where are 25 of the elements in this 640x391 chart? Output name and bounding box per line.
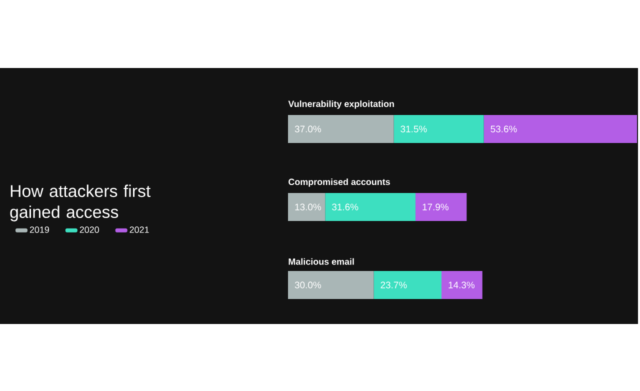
data-label: 31.5% — [400, 126, 427, 132]
bar — [442, 271, 482, 299]
y-tick-label: Malicious email — [288, 258, 354, 265]
y-tick-label: Vulnerability exploitation — [288, 100, 394, 109]
bar — [288, 271, 374, 299]
data-label: 53.6% — [490, 126, 517, 132]
bar — [484, 115, 638, 144]
bar — [325, 193, 416, 221]
text: How attackers first gained access — [10, 184, 151, 222]
bar — [415, 193, 467, 221]
data-label: 30.0% — [294, 282, 322, 288]
bar — [394, 115, 484, 144]
y-tick-label: Compromised accounts — [288, 178, 390, 187]
bar — [288, 193, 326, 221]
data-label: 37.0% — [294, 126, 322, 132]
data-label: 23.7% — [380, 282, 407, 288]
bar — [374, 271, 442, 299]
legend-label: 2021 — [130, 226, 149, 233]
legend-label: 2020 — [80, 226, 100, 233]
legend-label: 2019 — [30, 226, 49, 233]
bar — [288, 115, 394, 144]
data-label: 31.6% — [332, 204, 358, 210]
data-label: 14.3% — [448, 282, 475, 288]
data-label: 17.9% — [422, 204, 449, 210]
data-label: 13.0% — [295, 204, 322, 210]
